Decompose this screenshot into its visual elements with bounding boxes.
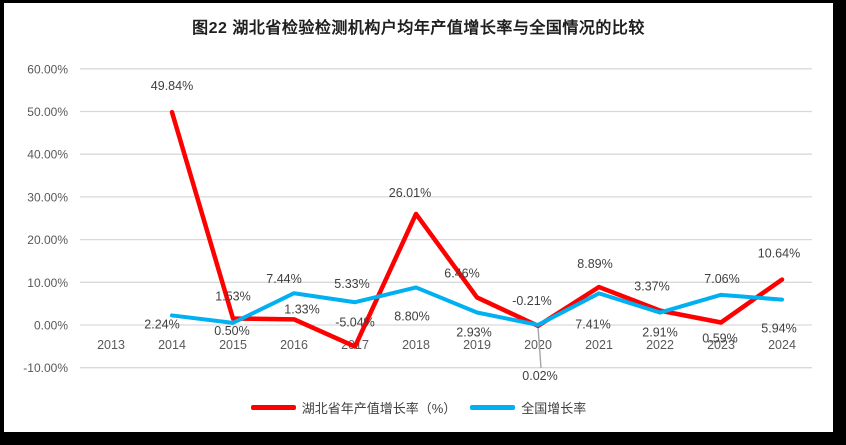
x-axis-year-label: 2018 xyxy=(402,338,430,352)
y-axis-tick-label: 20.00% xyxy=(27,233,68,247)
x-axis-year-label: 2022 xyxy=(646,338,674,352)
national-data-label: 0.02% xyxy=(522,369,557,383)
hubei-data-label: 1.53% xyxy=(215,289,250,303)
hubei-data-label: 6.46% xyxy=(444,266,479,280)
y-axis-tick-label: 30.00% xyxy=(27,190,68,204)
national-data-label: 2.91% xyxy=(642,326,677,340)
national-data-label: 5.33% xyxy=(334,277,369,291)
national-data-label: 2.24% xyxy=(144,317,179,331)
national-data-label: 7.44% xyxy=(266,272,301,286)
national-growth-line xyxy=(170,285,784,327)
hubei-growth-line xyxy=(169,109,785,349)
callout-leader-line xyxy=(537,326,542,368)
national-data-label: 8.80% xyxy=(394,309,429,323)
national-data-label: 5.94% xyxy=(761,322,796,336)
hubei-data-label: 1.33% xyxy=(284,302,319,316)
x-axis-year-label: 2019 xyxy=(463,338,491,352)
x-axis-year-label: 2024 xyxy=(768,338,796,352)
legend-label-hubei: 湖北省年产值增长率（%） xyxy=(301,401,457,416)
hubei-data-label: -5.04% xyxy=(335,316,375,330)
x-axis-year-label: 2023 xyxy=(707,338,735,352)
hubei-data-label: 0.59% xyxy=(702,331,737,345)
y-axis-tick-label: 40.00% xyxy=(27,148,68,162)
legend-item-national: 全国增长率 xyxy=(470,398,586,417)
hubei-data-label: 3.37% xyxy=(634,280,669,294)
chart-area: 图22 湖北省检验检测机构户均年产值增长率与全国情况的比较 60.00% 50.0… xyxy=(4,3,833,432)
chart-title: 图22 湖北省检验检测机构户均年产值增长率与全国情况的比较 xyxy=(192,20,645,37)
chart-legend: 湖北省年产值增长率（%） 全国增长率 xyxy=(4,398,833,417)
hubei-series-swatch xyxy=(250,405,296,410)
y-axis-tick-label: -10.00% xyxy=(23,361,68,375)
x-axis-year-label: 2014 xyxy=(158,338,186,352)
y-axis-tick-label: 50.00% xyxy=(27,105,68,119)
x-axis-year-label: 2015 xyxy=(219,338,247,352)
national-data-label: 2.93% xyxy=(456,325,491,339)
y-axis-tick-label: 60.00% xyxy=(27,62,68,76)
y-axis-tick-label: 0.00% xyxy=(34,319,68,333)
x-axis-year-label: 2013 xyxy=(97,338,125,352)
chart-canvas: 60.00% 50.00% 40.00% 30.00% 20.00% 10.00% 0.00… xyxy=(23,62,812,383)
x-axis-year-label: 2021 xyxy=(585,338,613,352)
hubei-data-label: 26.01% xyxy=(389,186,431,200)
y-axis-tick-label: 10.00% xyxy=(27,276,68,290)
legend-label-national: 全国增长率 xyxy=(521,401,587,416)
national-series-swatch xyxy=(470,405,516,410)
hubei-data-label: 8.89% xyxy=(577,257,612,271)
national-data-label: 7.41% xyxy=(575,317,610,331)
legend-item-hubei: 湖北省年产值增长率（%） xyxy=(250,398,457,417)
hubei-data-label: 49.84% xyxy=(151,79,193,93)
hubei-data-label: 10.64% xyxy=(758,247,800,261)
x-axis-year-label: 2016 xyxy=(280,338,308,352)
x-axis-year-label: 2020 xyxy=(524,338,552,352)
hubei-data-label: -0.21% xyxy=(512,294,552,308)
national-data-label: 0.50% xyxy=(214,324,249,338)
national-data-label: 7.06% xyxy=(704,272,739,286)
